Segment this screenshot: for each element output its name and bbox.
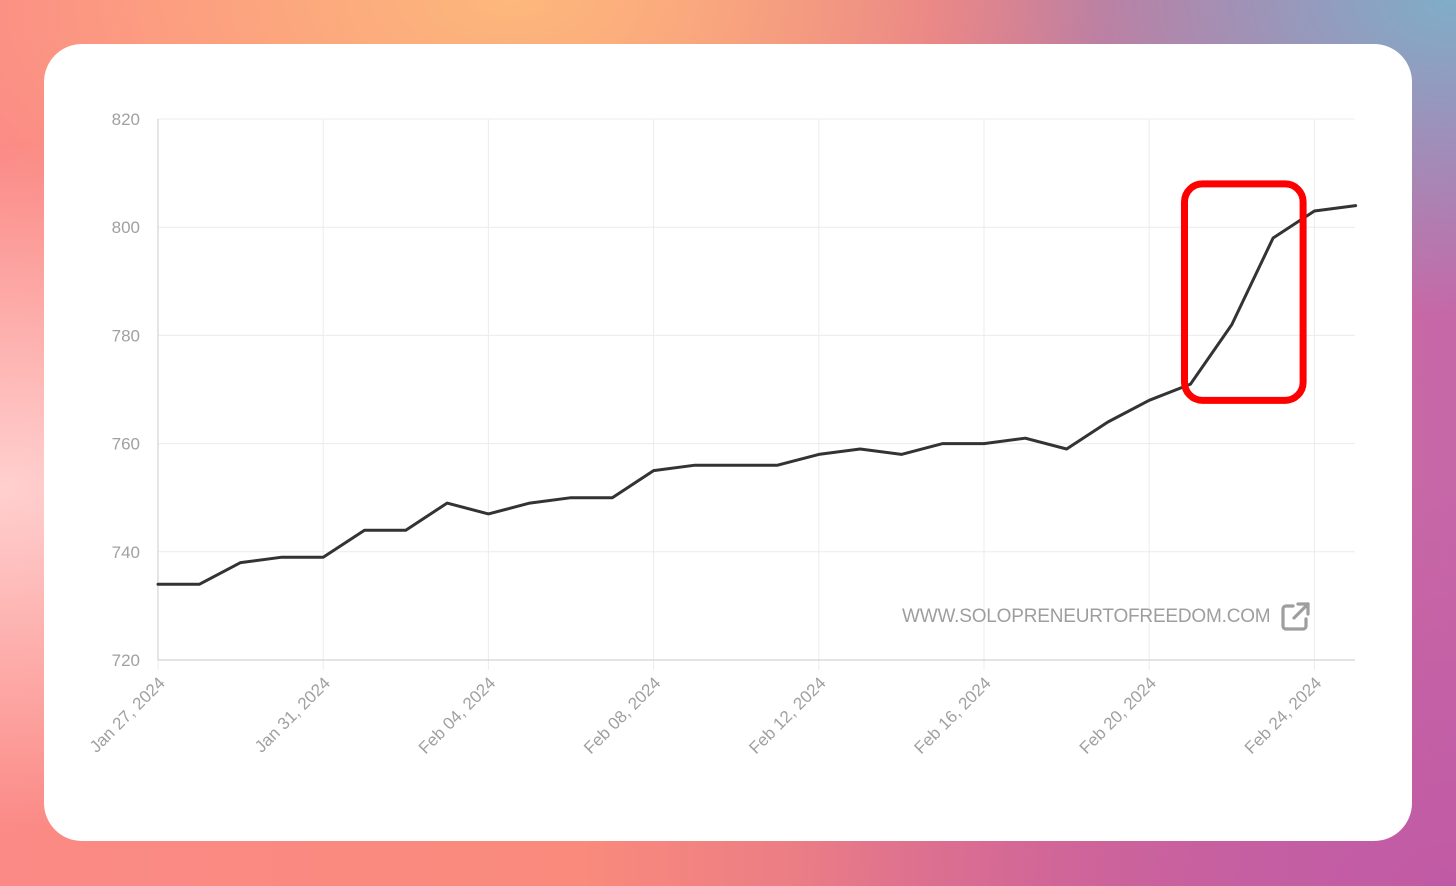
x-tick-label: Jan 27, 2024 [86,673,169,756]
axes [157,119,1355,661]
x-tick-label: Feb 24, 2024 [1241,673,1325,757]
chart-card: 820 800 780 760 740 720 Jan 27, 2024 Jan 31, 2… [44,44,1412,841]
y-tick-label: 780 [112,326,140,345]
y-axis-ticks: 820 800 780 760 740 720 [112,110,140,670]
x-tick-label: Feb 16, 2024 [911,673,995,757]
highlight-box [1181,180,1307,404]
external-link-icon [1281,602,1311,631]
x-tick-label: Feb 04, 2024 [415,673,499,757]
y-tick-label: 820 [112,110,140,129]
series-line [156,204,1358,586]
watermark[interactable]: WWW.SOLOPRENEURTOFREEDOM.COM [902,600,1312,634]
series-group [156,204,1358,586]
line-chart: 820 800 780 760 740 720 Jan 27, 2024 Jan 31, 2… [86,110,1358,758]
x-tick-label: Jan 31, 2024 [251,673,334,756]
x-tick-label: Feb 20, 2024 [1076,673,1160,757]
y-tick-label: 740 [112,543,140,562]
y-tick-label: 720 [112,651,140,670]
x-tick-label: Feb 08, 2024 [580,673,664,757]
x-axis-ticks: Jan 27, 2024 Jan 31, 2024 Feb 04, 2024 Feb … [86,673,1325,757]
y-tick-label: 760 [112,435,140,454]
x-tick-label: Feb 12, 2024 [745,673,829,757]
highlight-group [1181,180,1307,404]
watermark-text: WWW.SOLOPRENEURTOFREEDOM.COM [902,606,1271,627]
grid-lines [157,118,1355,670]
y-tick-label: 800 [112,218,140,237]
